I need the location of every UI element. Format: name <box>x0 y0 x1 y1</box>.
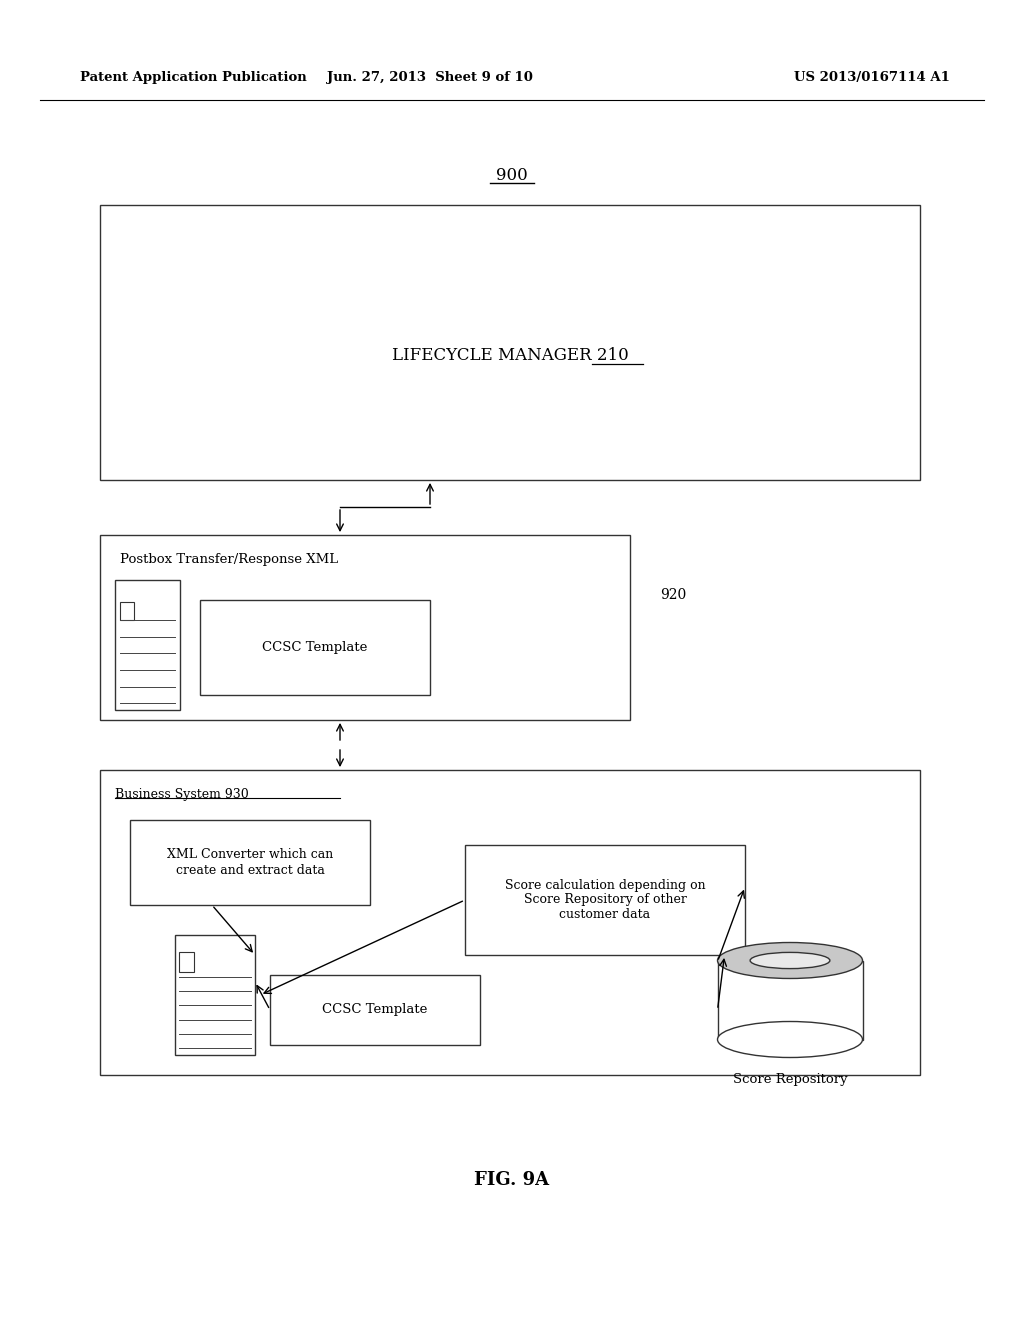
Bar <box>100 535 630 719</box>
Text: FIG. 9A: FIG. 9A <box>474 1171 550 1189</box>
Ellipse shape <box>751 953 829 969</box>
Text: US 2013/0167114 A1: US 2013/0167114 A1 <box>795 71 950 84</box>
Text: 900: 900 <box>496 166 528 183</box>
Bar <box>100 205 920 480</box>
Bar <box>200 601 430 696</box>
Bar <box>179 952 195 972</box>
Bar <box>120 602 134 619</box>
Text: Score calculation depending on
Score Repository of other
customer data: Score calculation depending on Score Rep… <box>505 879 706 921</box>
Text: Postbox Transfer/Response XML: Postbox Transfer/Response XML <box>120 553 338 566</box>
Ellipse shape <box>718 1022 862 1057</box>
Text: LIFECYCLE MANAGER 210: LIFECYCLE MANAGER 210 <box>391 346 629 363</box>
Text: 920: 920 <box>660 587 686 602</box>
Bar <box>465 845 745 954</box>
Text: Score Repository: Score Repository <box>733 1072 847 1085</box>
Bar <box>130 820 370 906</box>
Text: Jun. 27, 2013  Sheet 9 of 10: Jun. 27, 2013 Sheet 9 of 10 <box>327 71 532 84</box>
Bar <box>718 961 862 1040</box>
Text: CCSC Template: CCSC Template <box>323 1003 428 1016</box>
Bar <box>115 579 180 710</box>
Ellipse shape <box>718 942 862 978</box>
Text: Patent Application Publication: Patent Application Publication <box>80 71 307 84</box>
Text: Business System 930: Business System 930 <box>115 788 249 801</box>
Text: CCSC Template: CCSC Template <box>262 642 368 653</box>
Text: XML Converter which can
create and extract data: XML Converter which can create and extra… <box>167 849 333 876</box>
Bar <box>270 975 480 1045</box>
Bar <box>175 935 255 1055</box>
Bar <box>100 770 920 1074</box>
